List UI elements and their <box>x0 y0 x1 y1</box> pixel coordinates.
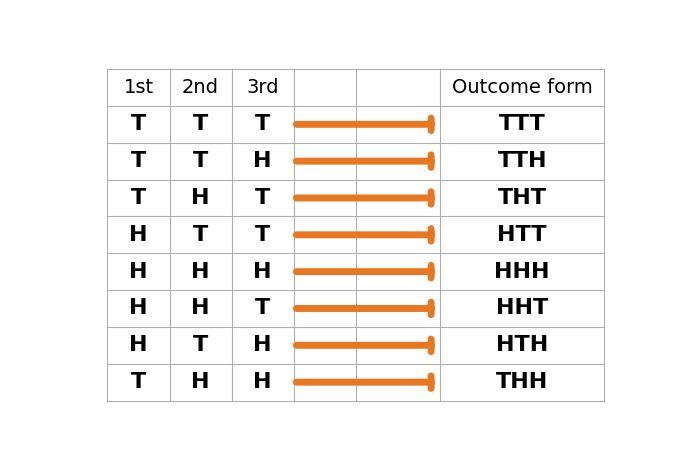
Text: H: H <box>192 372 210 392</box>
Text: T: T <box>193 335 208 355</box>
Text: T: T <box>255 299 270 318</box>
Text: T: T <box>131 151 146 171</box>
Text: H: H <box>192 299 210 318</box>
Text: T: T <box>193 225 208 245</box>
Text: HHH: HHH <box>495 262 550 282</box>
Text: T: T <box>131 372 146 392</box>
Text: H: H <box>192 262 210 282</box>
Text: H: H <box>254 372 272 392</box>
Text: HHT: HHT <box>496 299 548 318</box>
Text: H: H <box>130 262 147 282</box>
Text: H: H <box>130 299 147 318</box>
Text: H: H <box>192 188 210 208</box>
Text: T: T <box>193 151 208 171</box>
Text: T: T <box>255 114 270 134</box>
Text: T: T <box>255 225 270 245</box>
Text: T: T <box>193 114 208 134</box>
Text: H: H <box>254 262 272 282</box>
Text: THT: THT <box>497 188 546 208</box>
Text: HTT: HTT <box>497 225 547 245</box>
Text: Outcome form: Outcome form <box>452 78 593 97</box>
Text: T: T <box>255 188 270 208</box>
Text: 1st: 1st <box>123 78 154 97</box>
Text: HTH: HTH <box>496 335 548 355</box>
Text: H: H <box>254 335 272 355</box>
Text: 3rd: 3rd <box>247 78 279 97</box>
Text: T: T <box>131 114 146 134</box>
Text: H: H <box>254 151 272 171</box>
Text: TTT: TTT <box>499 114 546 134</box>
Text: H: H <box>130 225 147 245</box>
Text: 2nd: 2nd <box>182 78 219 97</box>
Text: TTH: TTH <box>497 151 547 171</box>
Text: H: H <box>130 335 147 355</box>
Text: THH: THH <box>496 372 548 392</box>
Text: T: T <box>131 188 146 208</box>
